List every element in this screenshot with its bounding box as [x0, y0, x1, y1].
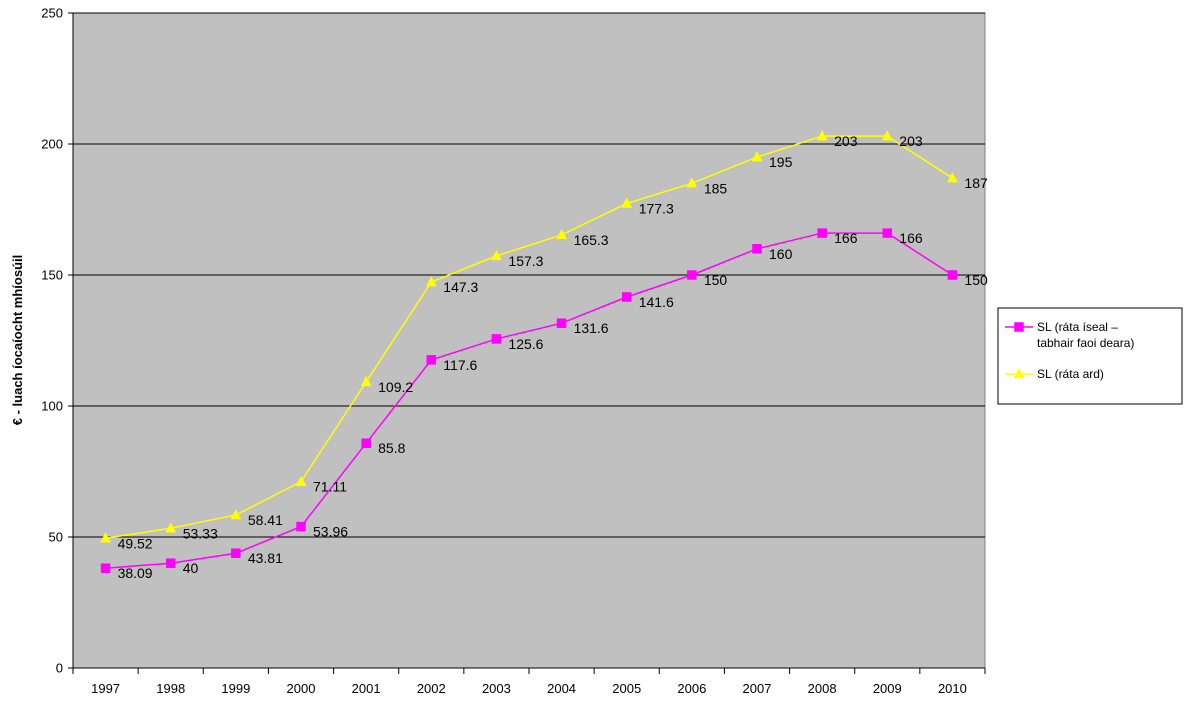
data-point-s1-1997: [100, 532, 111, 543]
data-label-s1-2002: 147.3: [443, 279, 478, 295]
data-label-s0-1999: 43.81: [248, 550, 283, 566]
x-tick-label-2007: 2007: [743, 681, 772, 696]
data-point-s0-2000: [296, 521, 306, 532]
gridlines: [73, 12, 985, 538]
plot-area: [72, 12, 986, 669]
data-point-s0-2008: [817, 228, 827, 238]
data-point-s0-2010: [947, 270, 958, 280]
x-tick-label-2000: 2000: [287, 681, 316, 696]
y-tick-label-250: 250: [41, 6, 63, 21]
x-tick-label-2010: 2010: [938, 681, 967, 696]
data-point-s0-2005: [621, 292, 632, 302]
axes: 0 50 100 150 200 250 1997 1998 1999 2000 2001 2002 2…: [41, 6, 986, 696]
data-label-s1-1997: 49.52: [118, 535, 153, 551]
data-labels: 38.09 40 43.81 53.96 85.8 117.6 125.6 131.6 141.…: [118, 133, 988, 581]
y-axis-title: € - luach íocaíocht mhíosúil: [10, 255, 25, 425]
x-tick-label-2003: 2003: [482, 681, 511, 696]
data-label-s0-1998: 40: [183, 560, 199, 576]
data-point-s0-2002: [426, 355, 437, 365]
data-point-s0-2006: [687, 270, 697, 280]
data-label-s1-2000: 71.11: [313, 479, 347, 495]
x-tick-label-2004: 2004: [547, 681, 576, 696]
data-label-s1-2007: 195: [769, 154, 793, 170]
data-label-s0-2006: 150: [704, 272, 728, 288]
y-tick-label-50: 50: [49, 530, 63, 545]
data-point-s1-2007: [751, 151, 763, 162]
x-tick-label-1999: 1999: [221, 681, 250, 696]
y-tick-label-100: 100: [41, 399, 63, 414]
x-tick-label-2005: 2005: [612, 681, 641, 696]
data-label-s0-2007: 160: [769, 246, 793, 262]
data-label-s1-2004: 165.3: [574, 232, 609, 248]
data-point-s0-1998: [165, 558, 176, 568]
data-point-s1-2000: [295, 475, 307, 486]
series-line-0: [105, 232, 953, 569]
data-label-s0-2001: 85.8: [378, 440, 405, 456]
data-label-s0-2009: 166: [899, 230, 923, 246]
x-tick-label-2006: 2006: [677, 681, 706, 696]
x-tick-label-2008: 2008: [808, 681, 837, 696]
data-point-s1-2004: [556, 228, 567, 240]
legend-box: [997, 307, 1183, 405]
data-label-s0-1997: 38.09: [118, 565, 153, 581]
data-label-s1-2001: 109.2: [378, 379, 413, 395]
data-label-s0-2003: 125.6: [508, 336, 543, 352]
data-label-s1-1999: 58.41: [248, 512, 283, 528]
y-tick-label-150: 150: [41, 268, 63, 283]
data-point-s1-2001: [360, 375, 372, 387]
legend-label-0-0: SL (ráta íseal –: [1037, 320, 1118, 334]
data-point-s0-2004: [556, 318, 567, 328]
data-point-s0-2001: [361, 438, 371, 448]
data-point-s1-2008: [816, 130, 828, 141]
data-point-s1-2003: [491, 249, 502, 261]
data-label-s0-2000: 53.96: [313, 524, 348, 540]
data-point-s0-1997: [100, 563, 111, 573]
y-tick-label-0: 0: [56, 661, 63, 676]
data-point-s1-1998: [165, 522, 177, 533]
legend-label-0-1: tabhair faoi deara): [1037, 336, 1134, 350]
series-line-1: [105, 135, 953, 539]
data-point-s1-2002: [425, 276, 437, 287]
legend-label-1-0: SL (ráta ard): [1037, 367, 1104, 381]
data-point-s1-2005: [621, 197, 633, 208]
data-label-s0-2004: 131.6: [574, 320, 609, 336]
legend-marker-0: [1014, 322, 1024, 332]
data-point-s1-1999: [230, 508, 242, 520]
data-point-s1-2006: [686, 177, 698, 188]
x-tick-label-2009: 2009: [873, 681, 902, 696]
data-point-s0-2009: [882, 228, 893, 238]
x-tick-label-1998: 1998: [156, 681, 185, 696]
legend-marker-1: [1013, 367, 1025, 379]
x-tick-label-1997: 1997: [91, 681, 120, 696]
data-label-s1-2003: 157.3: [508, 253, 543, 269]
data-label-s0-2002: 117.6: [443, 357, 477, 373]
data-point-s1-2010: [947, 172, 958, 183]
data-label-s1-2008: 203: [834, 133, 858, 149]
data-point-s0-1999: [231, 548, 241, 558]
data-label-s1-1998: 53.33: [183, 525, 218, 541]
y-tick-label-200: 200: [41, 137, 63, 152]
data-label-s1-2006: 185: [704, 180, 728, 196]
data-label-s0-2008: 166: [834, 230, 858, 246]
series-group: [100, 130, 958, 573]
data-label-s1-2010: 187: [964, 175, 988, 191]
data-point-s0-2003: [491, 334, 502, 344]
data-label-s0-2010: 150: [964, 272, 988, 288]
data-point-s1-2009: [881, 130, 893, 141]
data-label-s0-2005: 141.6: [639, 294, 674, 310]
legend: SL (ráta íseal – tabhair faoi deara) SL (r…: [997, 307, 1183, 405]
data-point-s0-2007: [752, 244, 762, 254]
data-label-s1-2005: 177.3: [639, 200, 674, 216]
x-tick-label-2002: 2002: [417, 681, 446, 696]
data-label-s1-2009: 203: [899, 133, 923, 149]
x-tick-label-2001: 2001: [352, 681, 381, 696]
